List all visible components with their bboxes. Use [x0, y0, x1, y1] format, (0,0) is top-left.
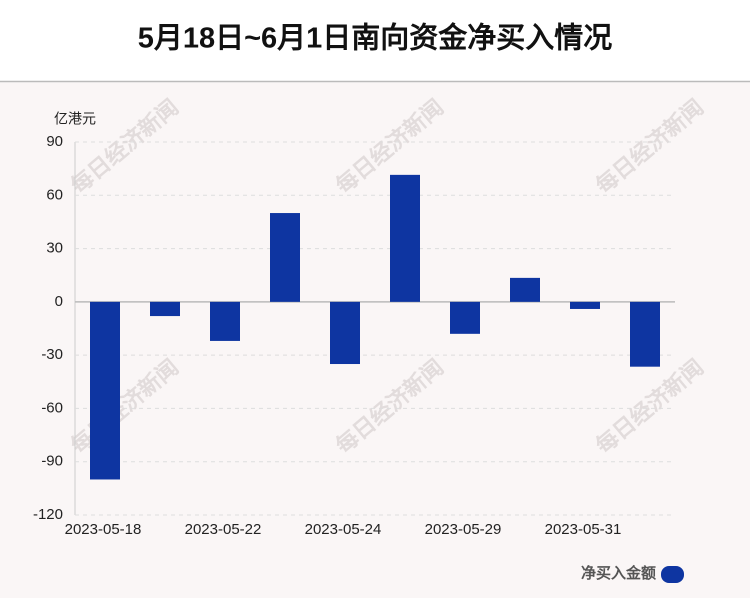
watermark: 每日经济新闻 [331, 94, 449, 199]
legend-label: 净买入金额 [581, 564, 656, 582]
x-tick-label: 2023-05-29 [425, 521, 502, 538]
y-tick-label: -120 [33, 506, 63, 523]
x-tick-label: 2023-05-31 [545, 521, 622, 538]
bar [570, 301, 600, 309]
watermark: 每日经济新闻 [331, 354, 449, 459]
title-band [0, 0, 750, 81]
bar [450, 301, 480, 334]
x-tick-label: 2023-05-24 [305, 521, 382, 538]
y-tick-label: -30 [41, 346, 63, 363]
bar [90, 301, 120, 480]
chart-title: 5月18日~6月1日南向资金净买入情况 [138, 21, 613, 55]
bar [330, 301, 360, 365]
bar [270, 213, 300, 302]
legend-swatch [661, 566, 684, 583]
y-tick-label: 60 [46, 186, 63, 203]
x-tick-label: 2023-05-22 [185, 521, 262, 538]
y-tick-label: -90 [41, 453, 63, 470]
bar [630, 301, 660, 367]
x-tick-label: 2023-05-18 [65, 521, 142, 538]
y-tick-label: 30 [46, 240, 63, 257]
bar [390, 174, 420, 302]
watermark: 每日经济新闻 [591, 354, 709, 459]
watermark: 每日经济新闻 [591, 94, 709, 199]
bar [210, 301, 240, 341]
bar [510, 277, 540, 302]
y-tick-label: 0 [55, 293, 63, 310]
y-axis-label: 亿港元 [54, 111, 96, 127]
y-tick-label: 90 [46, 133, 63, 150]
watermarks: 每日经济新闻 每日经济新闻 每日经济新闻 每日经济新闻 每日经济新闻 每日经济新… [66, 94, 709, 459]
watermark: 每日经济新闻 [66, 354, 184, 459]
y-tick-label: -60 [41, 399, 63, 416]
bar [150, 301, 180, 317]
